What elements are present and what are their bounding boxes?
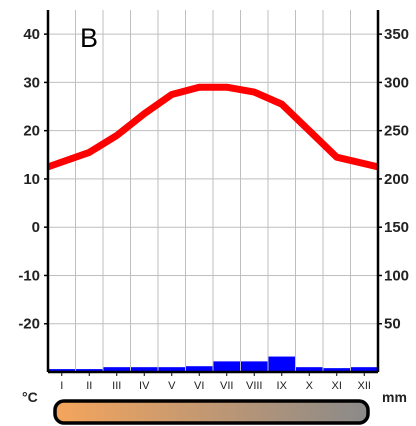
month-label: VI — [194, 380, 204, 392]
panel-label: B — [80, 23, 98, 53]
temperature-series-line — [46, 83, 379, 171]
gridlines — [48, 10, 378, 372]
left-tick-label: 10 — [23, 171, 40, 188]
precipitation-bar — [76, 369, 103, 372]
precipitation-bar — [213, 361, 240, 372]
right-tick-label: 200 — [384, 171, 409, 188]
month-label: I — [60, 380, 63, 392]
month-label: V — [168, 380, 176, 392]
precipitation-bar — [241, 361, 268, 372]
right-tick-label: 50 — [384, 316, 401, 333]
color-scale-bar — [53, 399, 370, 425]
precipitation-bar — [296, 367, 323, 372]
month-label: X — [306, 380, 314, 392]
month-label: IV — [139, 380, 150, 392]
precipitation-bar — [268, 356, 295, 372]
temperature-line — [46, 83, 379, 171]
right-tick-label: 250 — [384, 123, 409, 140]
precipitation-bar — [186, 366, 213, 372]
left-tick-label: 40 — [23, 26, 40, 43]
left-axis-unit: °C — [22, 389, 38, 405]
right-tick-label: 100 — [384, 267, 409, 284]
precipitation-bars — [48, 356, 378, 372]
left-tick-label: 30 — [23, 74, 40, 91]
left-tick-label: 0 — [32, 219, 40, 236]
left-tick-label: -10 — [18, 267, 40, 284]
month-label: III — [112, 380, 121, 392]
precipitation-bar — [323, 368, 350, 372]
axes — [44, 10, 382, 376]
precipitation-bar — [48, 369, 75, 372]
left-tick-label: 20 — [23, 123, 40, 140]
right-tick-label: 350 — [384, 26, 409, 43]
right-tick-label: 300 — [384, 74, 409, 91]
month-label: VII — [220, 380, 233, 392]
precipitation-bar — [103, 367, 130, 372]
precipitation-bar — [158, 367, 185, 372]
precipitation-bar — [351, 367, 378, 372]
left-tick-label: -20 — [18, 316, 40, 333]
month-label: IX — [277, 380, 288, 392]
month-label: II — [86, 380, 92, 392]
precipitation-bar — [131, 367, 158, 372]
month-label: XI — [332, 380, 342, 392]
right-axis-unit: mm — [382, 389, 407, 405]
right-tick-label: 150 — [384, 219, 409, 236]
month-label: VIII — [246, 380, 263, 392]
month-label: XII — [358, 380, 371, 392]
